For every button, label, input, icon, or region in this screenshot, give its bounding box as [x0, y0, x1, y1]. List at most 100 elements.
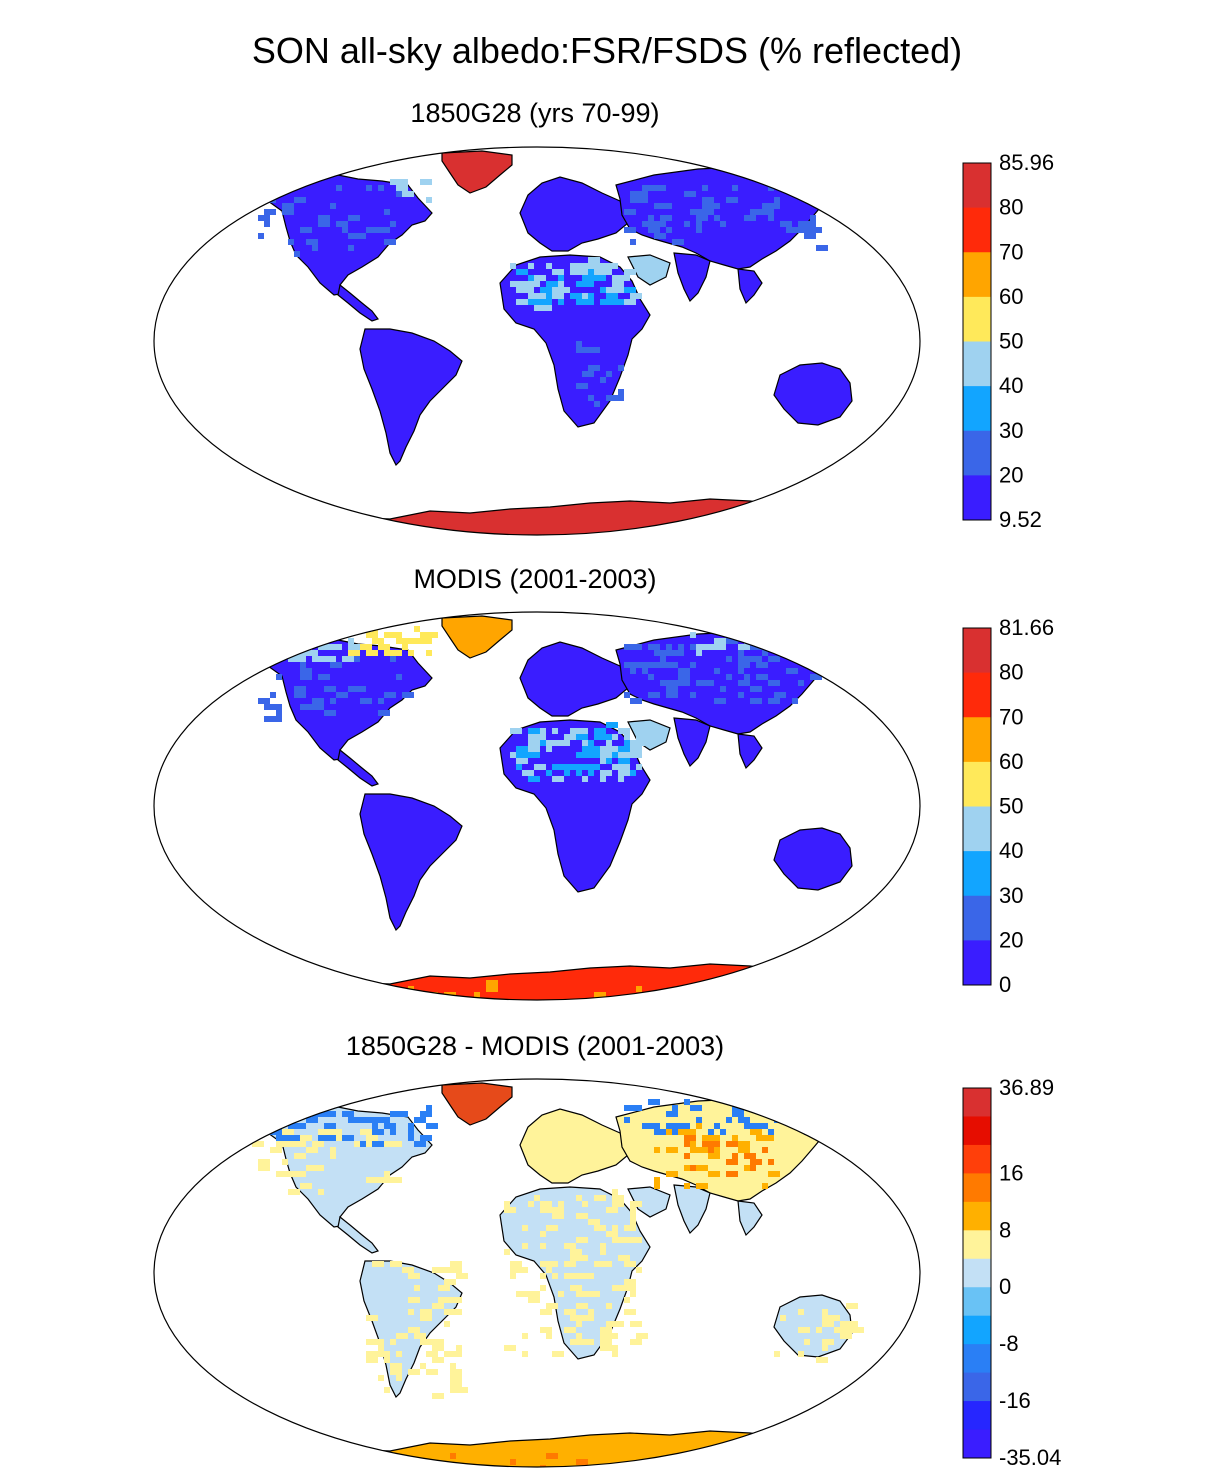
- data-cell: [534, 275, 546, 281]
- data-cell: [798, 644, 810, 650]
- data-cell: [330, 644, 342, 650]
- data-cell: [666, 650, 672, 656]
- colorbar-swatch: [963, 475, 991, 521]
- data-cell: [588, 740, 594, 746]
- data-cell: [618, 389, 624, 395]
- data-cell: [336, 221, 348, 227]
- data-cell: [570, 293, 582, 299]
- data-cell: [240, 1123, 252, 1129]
- data-cell: [354, 986, 360, 992]
- data-cell: [402, 179, 408, 185]
- data-cell: [546, 770, 552, 776]
- data-cell: [420, 1111, 432, 1117]
- data-cell: [528, 275, 534, 281]
- data-cell: [366, 1135, 372, 1141]
- data-cell: [300, 227, 312, 233]
- data-cell: [768, 644, 774, 650]
- map-model: [153, 146, 921, 536]
- data-cell: [594, 401, 600, 407]
- data-cell: [564, 734, 576, 740]
- data-cell: [624, 209, 636, 215]
- data-cell: [630, 770, 636, 776]
- data-cell: [666, 203, 672, 209]
- data-cell: [576, 299, 582, 305]
- land-southAmerica: [359, 328, 463, 467]
- data-cell: [372, 1141, 378, 1147]
- data-cell: [606, 746, 618, 752]
- data-cell: [750, 686, 762, 692]
- data-cell: [336, 998, 348, 1000]
- data-cell: [516, 281, 522, 287]
- data-cell: [750, 638, 756, 644]
- data-cell: [450, 1261, 462, 1267]
- data-cell: [528, 752, 540, 758]
- data-cell: [642, 185, 654, 191]
- colorbar-label: -35.04: [999, 1445, 1061, 1470]
- data-cell: [816, 197, 828, 203]
- data-cell: [366, 1177, 378, 1183]
- data-cell: [576, 770, 582, 776]
- data-cell: [348, 245, 354, 251]
- data-cell: [648, 1099, 660, 1105]
- data-cell: [444, 1351, 456, 1357]
- data-cell: [390, 632, 402, 638]
- data-cell: [342, 998, 354, 1000]
- data-cell: [600, 1249, 606, 1255]
- data-cell: [576, 1195, 582, 1201]
- data-cell: [564, 1327, 576, 1333]
- data-cell: [750, 209, 762, 215]
- data-cell: [330, 203, 336, 209]
- colorbar-swatch: [963, 806, 991, 852]
- data-cell: [330, 1129, 342, 1135]
- map-border: [153, 1078, 921, 1468]
- data-cell: [690, 632, 696, 638]
- data-cell: [750, 1129, 756, 1135]
- data-cell: [792, 1117, 798, 1123]
- data-cell: [594, 734, 600, 740]
- data-cell: [750, 638, 762, 644]
- data-cell: [528, 1291, 534, 1297]
- colorbar-frame: [962, 1087, 992, 1459]
- data-cell: [252, 1141, 258, 1147]
- data-cell: [810, 662, 816, 668]
- data-cell: [804, 233, 816, 239]
- data-cell: [282, 203, 294, 209]
- data-cell: [288, 1123, 300, 1129]
- data-cell: [294, 1153, 306, 1159]
- data-cell: [750, 1159, 762, 1165]
- data-cell: [606, 740, 612, 746]
- data-cell: [552, 281, 558, 287]
- data-cell: [636, 734, 648, 740]
- data-cell: [702, 203, 708, 209]
- data-cell: [822, 1315, 834, 1321]
- data-cell: [504, 1345, 510, 1351]
- data-cell: [714, 1141, 720, 1147]
- data-cell: [762, 209, 774, 215]
- data-cell: [384, 692, 396, 698]
- data-cell: [630, 1339, 642, 1345]
- data-cell: [546, 287, 552, 293]
- data-cell: [612, 1321, 624, 1327]
- colorbar-difference: 36.89 16 8 0 -8 -16 -35.04: [962, 1075, 1061, 1470]
- data-cell: [336, 1135, 342, 1141]
- data-cell: [618, 281, 624, 287]
- data-cell: [738, 1147, 750, 1153]
- data-cell: [414, 1297, 420, 1303]
- data-cell: [750, 698, 762, 704]
- data-cell: [696, 650, 702, 656]
- data-cell: [258, 698, 270, 704]
- data-cell: [252, 1123, 264, 1129]
- data-cell: [678, 668, 690, 674]
- data-cell: [354, 233, 360, 239]
- data-cell: [510, 1261, 522, 1267]
- data-cell: [702, 209, 714, 215]
- land-antarctica: [269, 498, 805, 535]
- data-cell: [624, 1261, 636, 1267]
- data-cell: [726, 674, 732, 680]
- colorbar-label: 16: [999, 1160, 1023, 1185]
- data-cell: [510, 1267, 522, 1273]
- colorbar-label: 30: [999, 883, 1023, 908]
- data-cell: [804, 1099, 816, 1105]
- data-cell: [684, 191, 696, 197]
- data-cell: [456, 1345, 462, 1351]
